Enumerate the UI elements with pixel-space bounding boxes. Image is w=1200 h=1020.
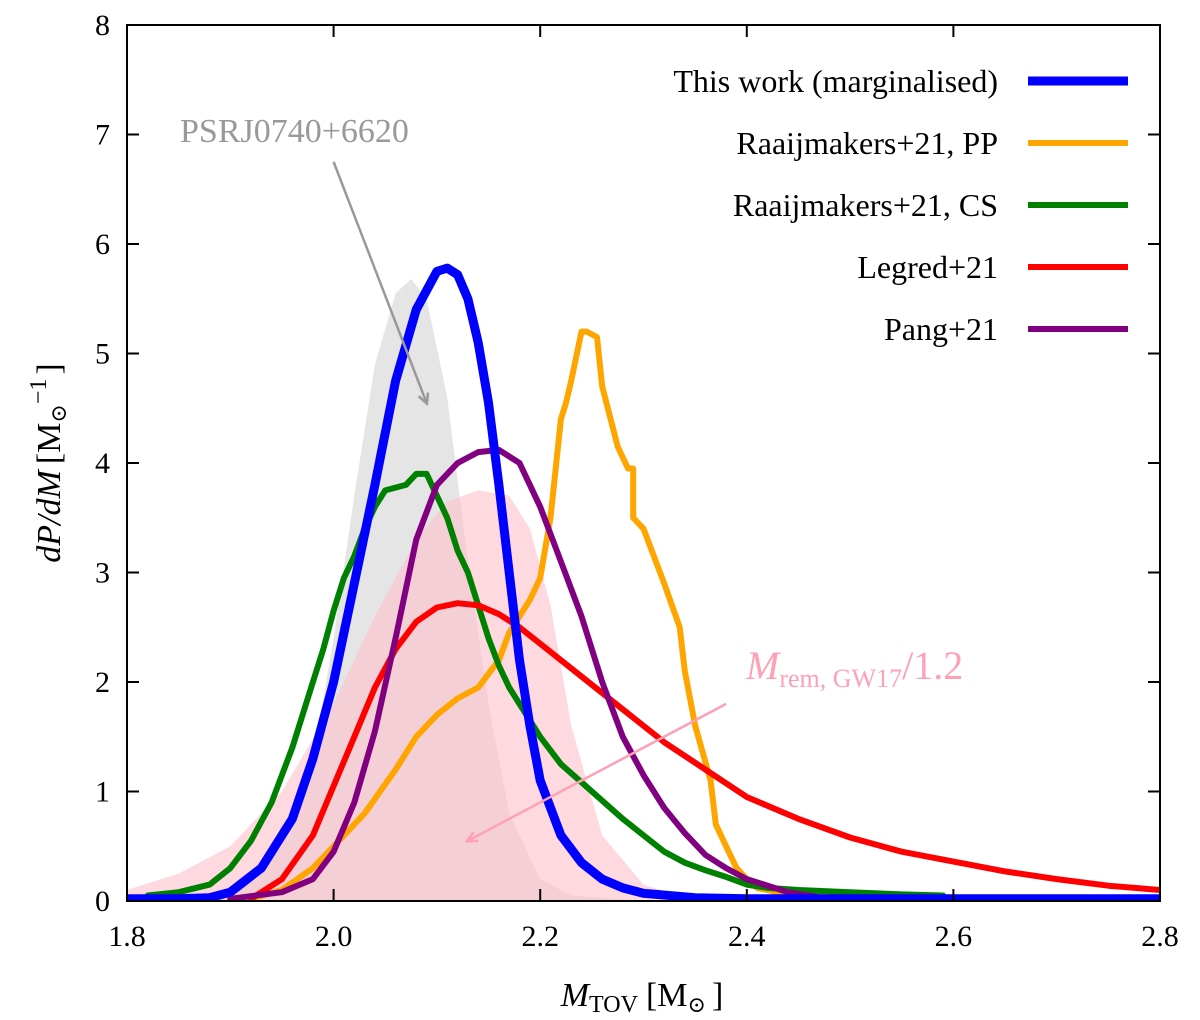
y-label-exp: −1 — [26, 379, 52, 405]
y-tick-labels: 0 1 2 3 4 5 6 7 8 — [95, 9, 110, 918]
series-line-pang — [227, 446, 833, 901]
series-line-legred — [248, 600, 1160, 901]
y-tick-label: 8 — [95, 9, 110, 42]
legend-label-legred: Legred+21 — [857, 249, 998, 285]
series-line-this-work — [127, 263, 1160, 901]
psr-annotation-label: PSRJ0740+6620 — [180, 113, 409, 150]
x-axis-label: MTOV [M⊙] — [560, 977, 724, 1018]
legend-label-this-work: This work (marginalised) — [673, 63, 998, 99]
x-tick-label: 2.0 — [315, 920, 353, 953]
x-tick-label: 2.6 — [935, 920, 973, 953]
x-label-sun: ⊙ — [688, 992, 706, 1017]
x-tick-label: 2.8 — [1141, 920, 1179, 953]
y-tick-label: 6 — [95, 228, 110, 261]
y-label-close: ] — [31, 363, 68, 374]
y-tick-label: 2 — [95, 666, 110, 699]
x-tick-label: 2.4 — [728, 920, 766, 953]
psr-j0740-area — [127, 279, 644, 901]
gw17-label-main: M — [745, 643, 782, 688]
x-tick-labels: 1.8 2.0 2.2 2.4 2.6 2.8 — [108, 920, 1179, 953]
gw17-remnant-area — [127, 490, 727, 901]
gw17-label-suffix: /1.2 — [902, 643, 963, 688]
x-label-close: ] — [712, 977, 723, 1014]
legend-label-raaijmakers-cs: Raaijmakers+21, CS — [733, 187, 998, 223]
y-axis-label: dP/dM[M⊙−1] — [26, 363, 71, 562]
y-label-main: dP/dM — [31, 468, 68, 562]
y-tick-label: 0 — [95, 885, 110, 918]
series-line-raaijmakers-cs — [144, 470, 947, 899]
y-label-sun: ⊙ — [46, 404, 71, 422]
legend: This work (marginalised) Raaijmakers+21,… — [673, 63, 1128, 347]
series-line-raaijmakers-pp — [248, 328, 854, 901]
x-label-main: M — [560, 977, 591, 1014]
filled-areas — [127, 279, 727, 901]
y-tick-label: 4 — [95, 447, 110, 480]
legend-label-pang: Pang+21 — [884, 311, 998, 347]
x-label-unit: [M — [646, 977, 688, 1014]
gw17-annotation-label: Mrem, GW17/1.2 — [745, 643, 963, 693]
legend-label-raaijmakers-pp: Raaijmakers+21, PP — [736, 125, 998, 161]
y-tick-label: 7 — [95, 119, 110, 152]
gw17-annotation-arrow — [468, 702, 727, 841]
psr-annotation-arrow — [332, 161, 427, 403]
y-tick-label: 1 — [95, 776, 110, 809]
y-tick-label: 3 — [95, 557, 110, 590]
y-label-unit: [M — [31, 423, 68, 465]
y-tick-label: 5 — [95, 338, 110, 371]
x-label-sub: TOV — [589, 992, 639, 1018]
gw17-label-sub: rem, GW17 — [779, 664, 902, 693]
series-lines — [127, 263, 1160, 901]
x-tick-label: 1.8 — [108, 920, 146, 953]
x-tick-label: 2.2 — [521, 920, 559, 953]
annotations: PSRJ0740+6620 Mrem, GW17/1.2 — [180, 113, 963, 841]
axis-ticks — [126, 24, 1161, 902]
